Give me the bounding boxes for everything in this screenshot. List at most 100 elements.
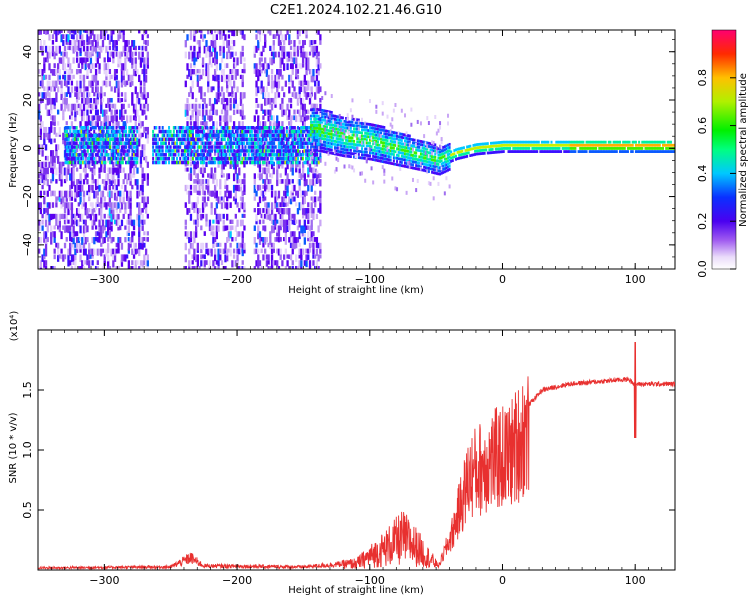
spectrogram-cell [333,127,336,131]
spectrogram-cell [110,160,113,165]
spectrogram-cell [163,153,166,157]
spectrogram-cell [117,145,120,149]
spectrogram-cell [314,153,317,157]
spectrogram-cell [222,153,225,157]
spectrogram-cell [308,167,312,173]
spectrogram-cell [220,137,223,142]
spectrogram-cell [260,126,263,130]
spectrogram-cell [112,260,115,268]
spectrogram-cell [258,145,261,149]
spectrogram-cell [189,242,193,249]
spectrogram-cell [291,219,294,225]
spectrogram-cell [198,266,201,269]
spectrogram-cell [399,132,402,136]
spectrogram-cell [307,115,310,120]
spectrogram-cell [139,242,143,250]
spectrogram-cell [260,57,263,62]
spectrogram-cell [96,86,99,94]
spectrogram-cell [196,179,200,185]
spectrogram-cell [289,97,293,103]
spectrogram-cell [101,45,105,51]
spectrogram-cell [227,40,231,46]
spectrogram-cell [250,137,253,142]
spectrogram-cell [418,155,421,159]
spectrogram-cell [70,266,74,269]
spectrogram-cell [110,156,113,161]
spectrogram-cell [314,202,317,208]
spectrogram-cell [281,86,284,92]
spectrogram-cell [305,149,308,153]
spectrogram-cell [281,156,284,161]
spectrogram-cell [112,45,115,51]
spectrogram-cell [242,137,245,142]
spectrogram-cell [96,109,99,116]
spectrogram-cell [121,137,124,142]
spectrogram-cell [361,150,364,154]
spectrogram-cell [359,125,362,128]
spectrogram-cell [193,126,196,130]
spectrogram-cell [184,138,187,147]
spectrogram-cell [276,137,279,142]
spectrogram-cell [199,153,202,157]
spectrogram-cell [301,248,305,255]
spectrogram-cell [131,97,134,106]
spectrogram-cell [241,144,244,152]
spectrogram-cell [289,63,293,70]
spectrogram-cell [289,129,292,134]
spectrogram-cell [242,153,245,157]
spectrogram-cell [131,173,134,178]
spectrogram-cell [265,109,269,115]
spectrogram-cell [193,208,196,214]
spectrogram-cell [217,161,220,168]
spectrogram-cell [262,149,265,153]
spectrogram-cell [242,129,245,134]
spectrogram-cell [72,237,75,245]
spectrogram-cell [67,137,70,142]
spectrogram-cell [66,149,69,153]
spectrogram-cell [146,63,149,69]
spectrogram-cell [44,132,48,138]
spectrogram-cell [226,248,229,256]
spectrogram-cell [112,129,115,134]
spectrogram-cell [82,196,86,204]
spectrogram-cell [311,124,314,127]
spectrogram-cell [215,97,218,105]
spectrogram-cell [201,129,204,134]
spectrogram-cell [201,126,204,130]
spectrogram-cell [108,196,112,203]
spectrogram-cell [272,225,275,233]
spectrogram-cell [281,34,284,43]
spectrogram-cell [239,129,242,134]
spectrogram-cell [284,156,287,161]
spectrogram-cell [203,160,206,165]
spectrogram-cell [317,80,320,87]
spectrogram-cell [127,225,131,233]
spectrogram-cell [327,151,330,156]
spectrogram-cell [84,225,87,233]
spectrogram-cell [155,145,158,149]
spectrogram-cell [269,126,272,130]
spectrogram-cell [260,266,263,269]
spectrogram-cell [100,202,103,209]
spectrogram-cell [274,196,277,204]
spectrogram-cell [166,133,169,138]
spectrogram-cell [115,248,118,254]
spectrogram-cell [185,156,188,161]
spectrogram-cell [252,126,255,130]
spectrogram-cell [86,156,89,161]
spectrogram-cell [270,254,274,261]
spectrogram-cell [81,109,84,117]
spectrogram-cell [72,153,75,157]
spectrogram-cell [134,133,137,138]
spectrogram-cell [119,115,122,120]
spectrogram-cell [305,57,308,65]
spectrogram-cell [217,150,220,157]
spectrogram-cell [267,179,270,185]
spectrogram-cell [262,242,265,248]
spectrogram-cell [143,57,146,65]
spectrogram-cell [246,133,249,138]
spectrogram-cell [228,129,231,134]
spectrogram-cell [316,137,319,142]
spectrogram-cell [410,147,413,151]
spectrogram-cell [367,132,370,136]
